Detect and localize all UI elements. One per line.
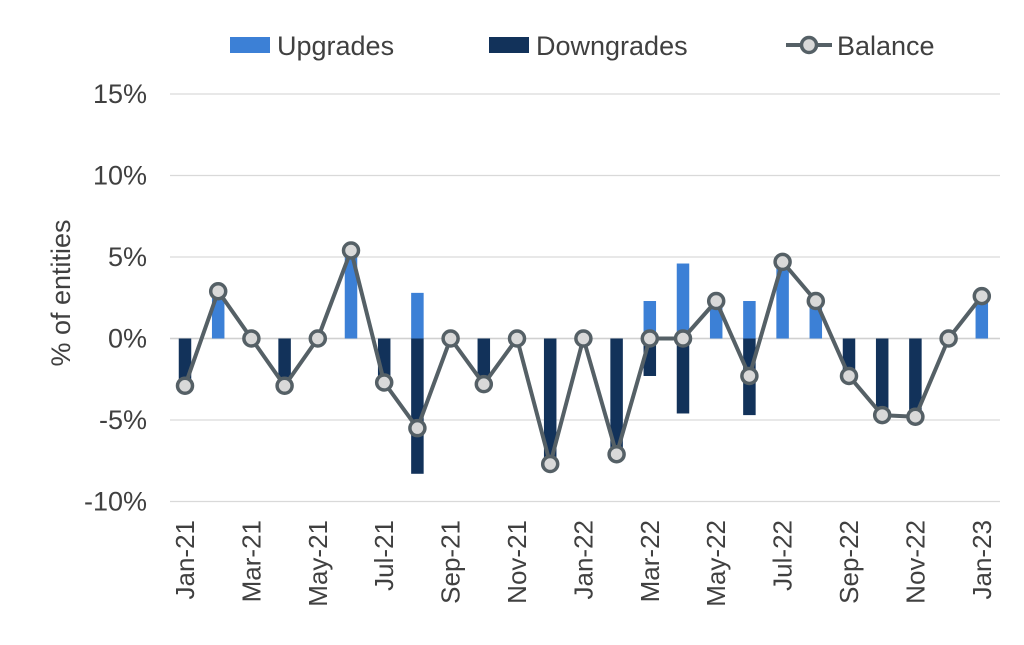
x-tick-label: Sep-22 [834, 520, 864, 604]
balance-point [208, 281, 228, 301]
balance-point [574, 329, 593, 348]
y-tick-label: 10% [93, 161, 147, 191]
balance-point [906, 407, 925, 426]
y-axis-label: % of entities [46, 219, 76, 366]
gridlines [170, 93, 1000, 503]
balance-point [374, 373, 394, 392]
downgrades-bar [411, 338, 424, 474]
x-tick-label: Nov-21 [502, 520, 532, 604]
balance-point [175, 376, 195, 396]
balance-point [308, 329, 328, 348]
downgrades-legend-label: Downgrades [536, 31, 688, 61]
x-tick-label: Mar-22 [635, 520, 665, 602]
upgrades-bar [344, 250, 358, 339]
upgrades-bar [776, 261, 789, 339]
downgrades-bar [909, 338, 922, 417]
upgrades-legend-label: Upgrades [277, 31, 394, 61]
balance-point [275, 376, 294, 396]
balance-point [773, 252, 792, 272]
x-tick-label: Mar-21 [236, 520, 266, 602]
y-tick-label: 15% [93, 79, 147, 109]
y-tick-label: 5% [108, 242, 147, 272]
x-tick-label: Sep-21 [436, 520, 466, 604]
balance-point [806, 291, 826, 311]
downgrades-bar [543, 338, 557, 465]
balance-point [540, 454, 560, 474]
balance-point [839, 366, 859, 386]
balance-point [441, 329, 460, 348]
upgrades-bar [743, 301, 756, 339]
y-tick-label: 0% [108, 324, 147, 354]
downgrades-legend-swatch [489, 37, 529, 53]
downgrades-bar [875, 338, 889, 416]
tick-labels: -10% -5% 0% 5% 10% 15% Jan-21 Mar-21 May-21 Jul-2… [84, 79, 997, 607]
balance-legend-label: Balance [837, 31, 935, 61]
x-tick-label: Jan-21 [170, 520, 200, 600]
balance-point [939, 329, 958, 348]
balance-line-path [183, 248, 984, 467]
balance-point [507, 329, 527, 348]
downgrades-bar [676, 338, 690, 414]
legend: Upgrades Downgrades Balance [230, 31, 935, 61]
upgrades-bar [676, 263, 690, 339]
balance-point [640, 329, 660, 348]
x-tick-label: Jul-22 [768, 520, 798, 591]
balance-point [673, 329, 693, 348]
x-tick-label: Jan-22 [568, 520, 598, 600]
upgrades-legend-swatch [230, 37, 270, 53]
x-tick-label: Jan-23 [967, 520, 997, 600]
balance-point [474, 374, 494, 394]
upgrades-bar [411, 292, 424, 339]
balance-point [607, 444, 626, 464]
downgrades-bar [477, 338, 491, 385]
x-tick-label: May-22 [701, 520, 731, 607]
balance-point [740, 366, 759, 386]
balance-point [972, 286, 992, 306]
balance-line [175, 241, 992, 474]
y-tick-label: -5% [99, 405, 147, 435]
x-tick-label: Jul-21 [369, 520, 399, 591]
balance-point [341, 241, 361, 260]
x-tick-label: May-21 [303, 520, 333, 607]
upgrades-bar [975, 296, 989, 339]
y-tick-label: -10% [84, 487, 147, 517]
downgrades-bar [610, 338, 623, 455]
balance-point [242, 329, 261, 348]
upgrades-bar [643, 301, 657, 339]
balance-point [408, 418, 427, 438]
balance-point [872, 405, 892, 425]
downgrades-bar [278, 338, 291, 386]
x-tick-label: Nov-22 [900, 520, 930, 604]
balance-legend-marker [799, 35, 819, 55]
balance-point [706, 291, 726, 311]
